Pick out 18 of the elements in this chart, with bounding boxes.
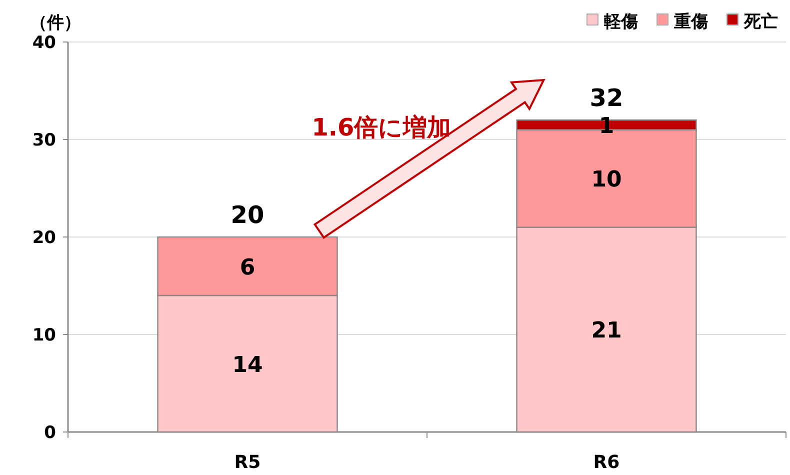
y-axis-title: （件） [30,13,81,33]
legend-label: 軽傷 [603,12,638,32]
y-tick-label: 40 [32,33,56,53]
legend-label: 死亡 [743,12,778,32]
y-tick-label: 0 [44,423,56,443]
y-tick-label: 10 [32,326,56,346]
data-label: 21 [591,318,622,344]
y-tick-label: 20 [32,228,56,248]
data-label: 10 [591,168,622,192]
legend-label: 重傷 [673,12,708,32]
data-label: 6 [240,255,256,280]
y-tick-label: 30 [32,130,56,150]
data-label: 14 [232,352,263,378]
x-tick-label: R5 [234,452,261,473]
x-tick-label: R6 [593,452,620,473]
annotation: 1.6倍に増加 [312,114,452,142]
total-label: 32 [590,84,624,112]
total-label: 20 [230,201,264,229]
